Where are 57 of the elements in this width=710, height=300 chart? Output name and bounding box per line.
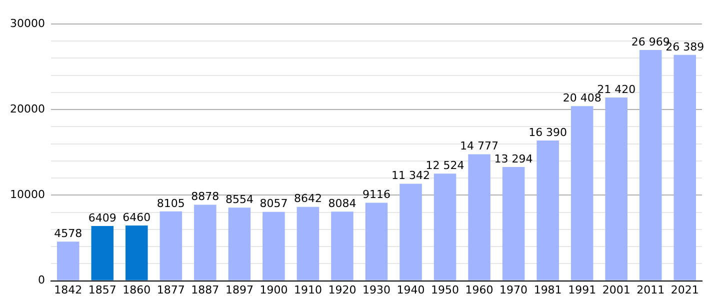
x-tick-label: 1950 (431, 283, 460, 296)
bar (228, 208, 251, 280)
data-label: 6460 (122, 210, 151, 224)
y-tick-label: 20000 (10, 102, 45, 116)
x-tick-label: 1900 (260, 283, 288, 296)
bar (365, 202, 388, 280)
x-tick-label: 1897 (225, 283, 254, 296)
x-tick-label: 1930 (362, 283, 390, 296)
x-tick-label: 1981 (534, 283, 562, 296)
bar (639, 50, 662, 280)
bar (126, 226, 148, 280)
x-tick-label: 1920 (328, 283, 356, 296)
y-tick-label: 30000 (10, 16, 45, 30)
data-label: 8057 (260, 197, 288, 210)
x-tick-label: 1970 (500, 283, 528, 296)
bar (331, 212, 354, 280)
x-tick-label: 1910 (294, 283, 322, 296)
bar (605, 97, 628, 280)
bar (502, 167, 525, 280)
bar (296, 206, 320, 280)
y-tick-label: 0 (38, 274, 45, 287)
x-tick-label: 1940 (396, 283, 425, 296)
data-label: 13 294 (494, 152, 533, 166)
data-label: 11 342 (392, 169, 430, 182)
data-label: 8642 (294, 192, 322, 206)
bar (262, 212, 285, 280)
bar (194, 204, 216, 280)
x-tick-label: 1991 (568, 283, 596, 296)
x-tick-label: 2011 (636, 283, 665, 296)
data-label: 12 524 (426, 158, 464, 172)
x-tick-label: 1960 (465, 283, 494, 296)
bar (160, 211, 182, 280)
bar (91, 226, 114, 280)
y-tick-label: 10000 (10, 188, 45, 202)
data-label: 6409 (88, 211, 116, 224)
data-label: 4578 (54, 226, 82, 240)
bar (56, 242, 80, 280)
bar (536, 140, 559, 280)
data-label: 14 777 (460, 140, 499, 153)
bar (674, 54, 696, 280)
x-tick-label: 1857 (88, 283, 116, 296)
x-tick-label: 1887 (191, 283, 220, 296)
data-label: 8105 (156, 196, 185, 210)
data-label: 8084 (328, 196, 356, 210)
bar (570, 106, 594, 280)
data-label: 8878 (191, 190, 220, 204)
bar (468, 154, 490, 280)
x-tick-label: 1877 (156, 283, 185, 296)
x-tick-label: 2001 (602, 283, 630, 296)
bar (434, 174, 456, 280)
data-label: 9116 (362, 188, 390, 202)
x-tick-label: 1860 (122, 283, 151, 296)
data-label: 8554 (225, 192, 254, 206)
x-tick-label: 2021 (670, 283, 699, 296)
data-label: 16 390 (528, 126, 568, 139)
x-tick-label: 1842 (54, 283, 82, 296)
bar (400, 184, 422, 280)
